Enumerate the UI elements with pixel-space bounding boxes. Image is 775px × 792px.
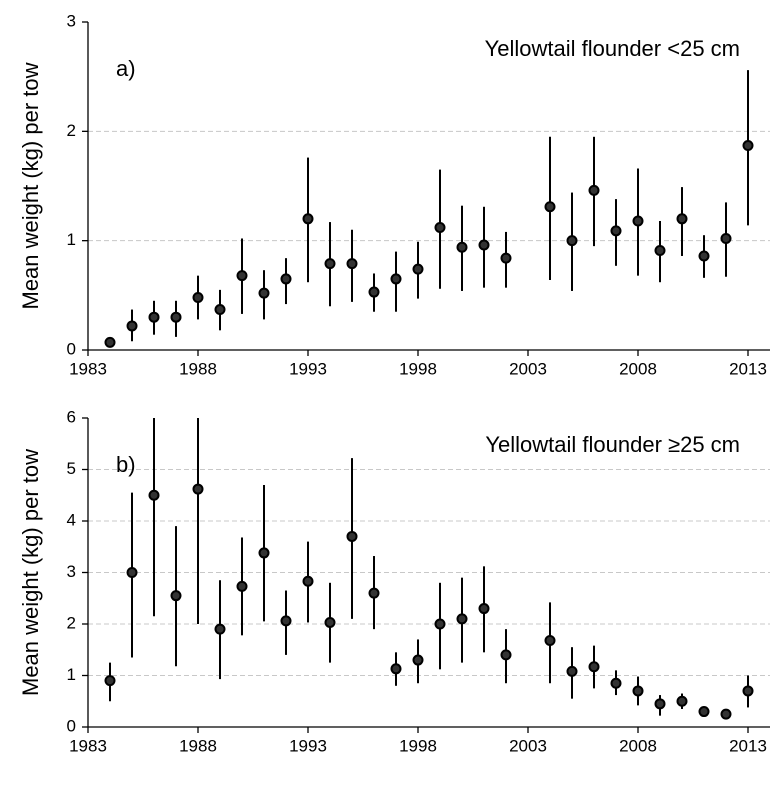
point [566,235,578,247]
y-tick-label: 0 [67,339,76,358]
point [588,184,600,196]
point [742,140,754,152]
point [148,311,160,323]
point [544,201,556,213]
point [346,530,358,542]
x-tick-label: 2013 [729,359,767,378]
point [566,665,578,677]
point [610,225,622,237]
point [610,677,622,689]
point [258,547,270,559]
point [390,273,402,285]
point [478,239,490,251]
point [500,252,512,264]
point [698,250,710,262]
point [588,661,600,673]
point [434,222,446,234]
y-tick-label: 5 [67,459,76,478]
x-tick-label: 1988 [179,359,217,378]
point [126,567,138,578]
point [170,590,182,602]
point [456,613,468,625]
y-tick-label: 2 [67,613,76,632]
y-tick-label: 4 [67,510,76,529]
point [258,287,270,299]
point [104,336,116,348]
point [456,241,468,253]
x-tick-label: 1998 [399,359,437,378]
point [192,292,204,304]
y-tick-label: 3 [67,11,76,30]
x-tick-label: 2003 [509,359,547,378]
point [126,320,138,332]
panel: 0 1 2 3 4 5 6 1983 1988 1993 1998 2003 2008 2013 Mean … [18,407,770,755]
point [698,706,710,718]
point [170,311,182,323]
point [236,270,248,282]
point [104,675,116,687]
panel-title: Yellowtail flounder <25 cm [485,36,740,61]
point [500,649,512,661]
point [676,213,688,225]
y-tick-label: 3 [67,562,76,581]
y-tick-label: 0 [67,716,76,735]
x-tick-label: 2013 [729,736,767,755]
x-tick-label: 1993 [289,736,327,755]
point [214,623,226,635]
plot-area [104,70,754,348]
point [412,654,424,666]
point [742,685,754,697]
point [390,663,402,675]
point [346,258,358,270]
y-tick-label: 2 [67,121,76,140]
y-axis-title: Mean weight (kg) per tow [18,62,43,309]
point [544,634,556,646]
point [236,580,248,592]
y-tick-label: 1 [67,230,76,249]
x-tick-label: 2008 [619,359,657,378]
point [654,698,666,710]
point [720,232,732,244]
panel: 0 1 2 3 1983 1988 1993 1998 2003 2008 2013 Mean wei… [18,11,770,378]
x-tick-label: 1983 [69,736,107,755]
y-tick-label: 1 [67,665,76,684]
x-tick-label: 1988 [179,736,217,755]
point [192,483,204,495]
point [412,263,424,275]
point [280,273,292,285]
point [632,685,644,697]
panel-label: a) [116,56,136,81]
panel-label: b) [116,452,136,477]
x-tick-label: 2008 [619,736,657,755]
x-tick-label: 2003 [509,736,547,755]
point [324,258,336,270]
point [324,616,336,628]
x-tick-label: 1993 [289,359,327,378]
point [478,603,490,615]
point [302,213,314,225]
point [632,215,644,227]
point [720,708,732,720]
point [214,304,226,316]
point [368,587,380,599]
point [434,618,446,630]
panel-title: Yellowtail flounder ≥25 cm [485,432,740,457]
x-tick-label: 1983 [69,359,107,378]
point [368,286,380,298]
point [280,615,292,627]
x-tick-label: 1998 [399,736,437,755]
point [676,695,688,707]
point [148,489,160,501]
plot-area [104,418,754,720]
y-axis-title: Mean weight (kg) per tow [18,449,43,696]
point [654,245,666,257]
point [302,575,314,587]
y-tick-label: 6 [67,407,76,426]
